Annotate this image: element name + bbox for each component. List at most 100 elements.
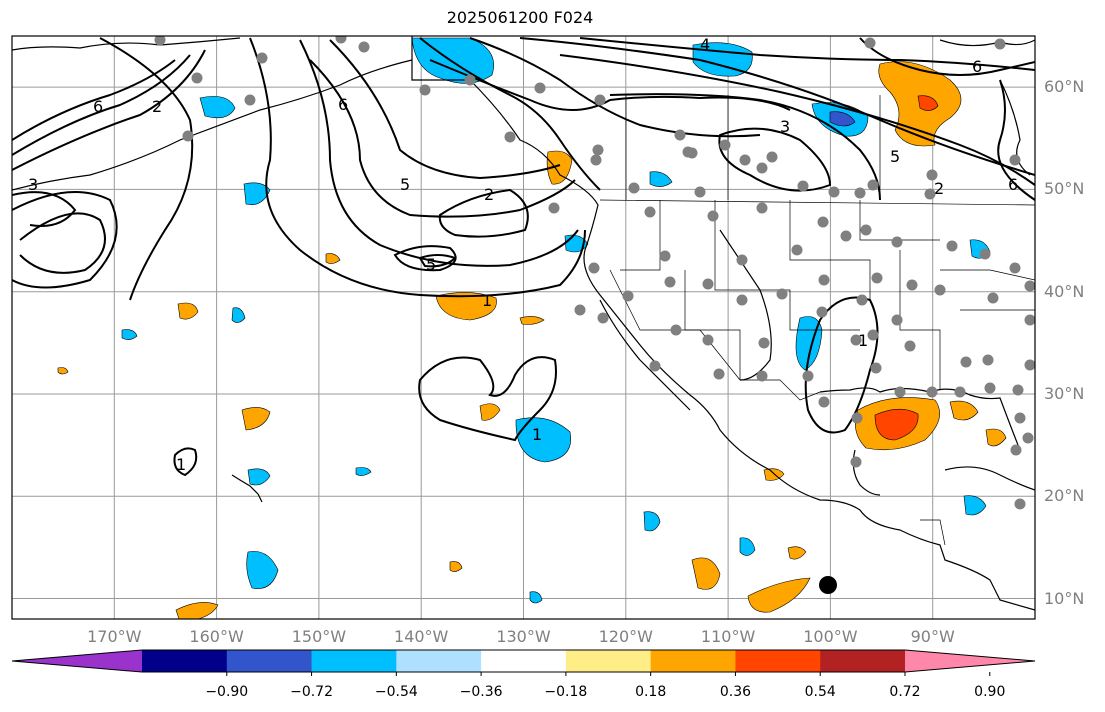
coastlines bbox=[12, 36, 1035, 611]
contour-label: 2 bbox=[152, 97, 162, 116]
station-dot bbox=[904, 340, 916, 352]
colorbar-tick-label: 0.36 bbox=[719, 684, 752, 700]
station-dot bbox=[182, 130, 194, 142]
station-dot bbox=[1014, 412, 1026, 424]
colorbar-segment bbox=[311, 650, 397, 672]
contour-label: 1 bbox=[532, 425, 542, 444]
station-dot bbox=[818, 274, 830, 286]
station-dot bbox=[979, 248, 991, 260]
station-dot bbox=[736, 254, 748, 266]
longitude-label: 130°W bbox=[496, 627, 551, 646]
station-dot bbox=[628, 182, 640, 194]
longitude-label: 90°W bbox=[910, 627, 955, 646]
station-dot bbox=[817, 216, 829, 228]
colorbar-extend-low bbox=[12, 650, 142, 672]
station-dot bbox=[736, 294, 748, 306]
latitude-label: 10°N bbox=[1044, 588, 1085, 608]
station-dot bbox=[864, 37, 876, 49]
contour-label: 3 bbox=[28, 175, 38, 194]
station-dot bbox=[664, 276, 676, 288]
station-dot bbox=[756, 162, 768, 174]
station-dot bbox=[954, 386, 966, 398]
station-dot bbox=[926, 169, 938, 181]
latitude-label: 20°N bbox=[1044, 486, 1085, 506]
station-dot bbox=[870, 362, 882, 374]
station-dot bbox=[686, 147, 698, 159]
contour-label: 2 bbox=[934, 179, 944, 198]
latitude-label: 60°N bbox=[1044, 77, 1085, 97]
station-dot bbox=[504, 131, 516, 143]
contour-label: 6 bbox=[972, 57, 982, 76]
station-dot bbox=[756, 370, 768, 382]
station-dot bbox=[588, 262, 600, 274]
colorbar-tick-label: 0.18 bbox=[635, 684, 667, 700]
station-dot bbox=[674, 129, 686, 141]
station-dot bbox=[659, 250, 671, 262]
station-dot bbox=[719, 139, 731, 151]
station-dot bbox=[891, 236, 903, 248]
latitude-label: 30°N bbox=[1044, 383, 1085, 403]
station-dot bbox=[960, 356, 972, 368]
station-dot bbox=[818, 396, 830, 408]
station-dot bbox=[1009, 154, 1021, 166]
station-dot bbox=[840, 230, 852, 242]
station-dot bbox=[994, 38, 1006, 50]
station-dot bbox=[1009, 262, 1021, 274]
longitude-label: 150°W bbox=[291, 627, 347, 646]
station-dot bbox=[644, 206, 656, 218]
station-dot bbox=[934, 284, 946, 296]
height-contours bbox=[12, 37, 1035, 477]
colorbar-segment bbox=[565, 650, 652, 672]
station-dot bbox=[776, 288, 788, 300]
contour-label: 6 bbox=[93, 97, 103, 116]
longitude-label: 120°W bbox=[598, 627, 653, 646]
contour-label: 1 bbox=[482, 291, 492, 310]
colorbar-tick-label: −0.36 bbox=[459, 684, 503, 700]
station-dot bbox=[590, 154, 602, 166]
longitude-label: 110°W bbox=[700, 627, 756, 646]
contour-label: 6 bbox=[338, 95, 348, 114]
contour-label: 6 bbox=[1008, 175, 1018, 194]
station-dot bbox=[592, 144, 604, 156]
station-dot bbox=[851, 412, 863, 424]
map-border bbox=[11, 35, 1036, 620]
station-dot bbox=[670, 324, 682, 336]
station-dot bbox=[597, 312, 609, 324]
station-dot bbox=[191, 72, 203, 84]
station-dot bbox=[707, 210, 719, 222]
station-dot bbox=[358, 41, 370, 53]
station-dot bbox=[1022, 432, 1034, 444]
station-dot bbox=[756, 202, 768, 214]
station-dot bbox=[622, 290, 634, 302]
colorbar-tick-label: −0.72 bbox=[290, 684, 333, 700]
station-dot bbox=[984, 382, 996, 394]
station-dot bbox=[766, 151, 778, 163]
contour-label: 3 bbox=[780, 117, 790, 136]
station-dot bbox=[946, 240, 958, 252]
station-dot bbox=[867, 179, 879, 191]
station-dot bbox=[1024, 359, 1035, 371]
station-dot bbox=[791, 244, 803, 256]
colorbar-segment bbox=[396, 650, 482, 672]
station-dot bbox=[856, 294, 868, 306]
station-dot bbox=[828, 186, 840, 198]
political-borders bbox=[599, 95, 1035, 546]
station-dot bbox=[256, 52, 268, 64]
longitude-label: 170°W bbox=[87, 627, 142, 646]
station-dot bbox=[419, 84, 431, 96]
station-dot bbox=[713, 368, 725, 380]
station-dot bbox=[534, 82, 546, 94]
colorbar bbox=[11, 649, 1036, 676]
colorbar-tick-label: 0.90 bbox=[974, 684, 1006, 700]
station-dot bbox=[574, 304, 586, 316]
contour-label: 4 bbox=[700, 35, 710, 54]
station-dot bbox=[987, 292, 999, 304]
contour-label: 2 bbox=[484, 185, 494, 204]
station-dot bbox=[464, 74, 476, 86]
station-dot bbox=[702, 278, 714, 290]
colorbar-extend-high bbox=[905, 650, 1035, 672]
station-dot bbox=[1010, 444, 1022, 456]
station-dot bbox=[891, 314, 903, 326]
contour-label: 1 bbox=[858, 331, 868, 350]
